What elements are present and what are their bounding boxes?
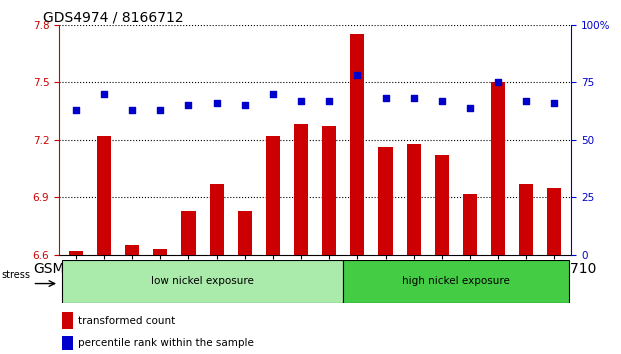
Point	[550, 100, 560, 106]
Point	[381, 96, 391, 101]
Bar	[69, 251, 83, 255]
Point	[296, 98, 306, 103]
Bar	[97, 136, 111, 255]
Bar	[350, 34, 365, 255]
Point	[184, 102, 194, 108]
Point	[465, 105, 475, 110]
Point	[127, 107, 137, 113]
Point	[240, 102, 250, 108]
Bar	[491, 82, 505, 255]
Bar	[407, 144, 420, 255]
Point	[409, 96, 419, 101]
Point	[268, 91, 278, 97]
Bar	[61, 336, 73, 350]
Text: GDS4974 / 8166712: GDS4974 / 8166712	[43, 11, 184, 25]
Bar	[547, 188, 561, 255]
Bar	[62, 260, 343, 303]
Text: low nickel exposure: low nickel exposure	[151, 276, 254, 286]
Text: stress: stress	[1, 270, 30, 280]
Point	[437, 98, 446, 103]
Bar	[61, 312, 73, 329]
Bar	[266, 136, 280, 255]
Point	[352, 73, 362, 78]
Point	[324, 98, 334, 103]
Text: high nickel exposure: high nickel exposure	[402, 276, 510, 286]
Bar	[153, 249, 168, 255]
Bar	[322, 126, 336, 255]
Text: transformed count: transformed count	[78, 315, 176, 326]
Bar	[519, 184, 533, 255]
Point	[493, 79, 503, 85]
Point	[521, 98, 531, 103]
Bar	[294, 125, 308, 255]
Bar	[463, 194, 477, 255]
Bar	[343, 260, 568, 303]
Text: percentile rank within the sample: percentile rank within the sample	[78, 338, 255, 348]
Bar	[125, 245, 139, 255]
Bar	[210, 184, 224, 255]
Point	[155, 107, 165, 113]
Point	[212, 100, 222, 106]
Bar	[181, 211, 196, 255]
Bar	[378, 148, 392, 255]
Point	[99, 91, 109, 97]
Bar	[238, 211, 252, 255]
Bar	[435, 155, 449, 255]
Point	[71, 107, 81, 113]
